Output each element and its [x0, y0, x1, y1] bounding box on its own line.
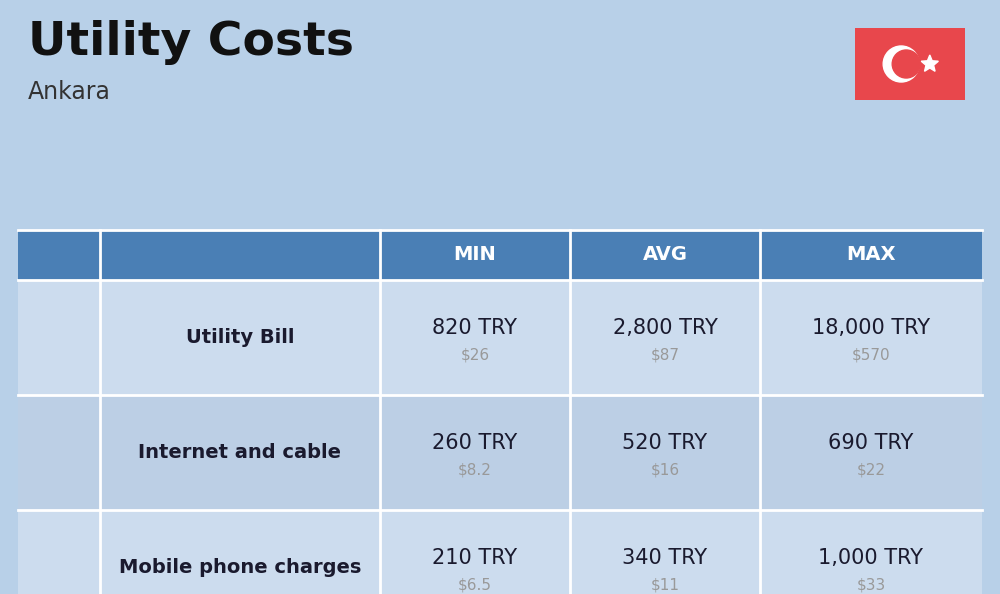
Text: 1,000 TRY: 1,000 TRY: [818, 548, 924, 568]
Text: $6.5: $6.5: [458, 577, 492, 592]
Text: Utility Costs: Utility Costs: [28, 20, 354, 65]
Text: $26: $26: [460, 347, 490, 362]
Text: 210 TRY: 210 TRY: [432, 548, 518, 568]
Text: $22: $22: [856, 462, 886, 477]
Text: Utility Bill: Utility Bill: [186, 328, 294, 347]
Text: MAX: MAX: [846, 245, 896, 264]
Text: 260 TRY: 260 TRY: [432, 433, 518, 453]
Bar: [18, 230, 982, 280]
Text: $87: $87: [650, 347, 680, 362]
Text: 520 TRY: 520 TRY: [622, 433, 708, 453]
Circle shape: [892, 50, 920, 78]
Bar: [18, 510, 982, 594]
Text: $33: $33: [856, 577, 886, 592]
Text: $8.2: $8.2: [458, 462, 492, 477]
Text: $16: $16: [650, 462, 680, 477]
Text: AVG: AVG: [642, 245, 688, 264]
Text: 820 TRY: 820 TRY: [432, 318, 518, 339]
Bar: [18, 280, 982, 395]
Bar: [855, 28, 965, 100]
Text: Ankara: Ankara: [28, 80, 111, 104]
Text: MIN: MIN: [454, 245, 496, 264]
Text: Mobile phone charges: Mobile phone charges: [119, 558, 361, 577]
Text: $11: $11: [650, 577, 680, 592]
Text: 340 TRY: 340 TRY: [622, 548, 708, 568]
Text: 2,800 TRY: 2,800 TRY: [613, 318, 717, 339]
Circle shape: [883, 46, 919, 82]
Polygon shape: [921, 55, 938, 71]
Text: Internet and cable: Internet and cable: [138, 443, 342, 462]
Text: $570: $570: [852, 347, 890, 362]
Bar: [18, 395, 982, 510]
Text: 18,000 TRY: 18,000 TRY: [812, 318, 930, 339]
Text: 690 TRY: 690 TRY: [828, 433, 914, 453]
